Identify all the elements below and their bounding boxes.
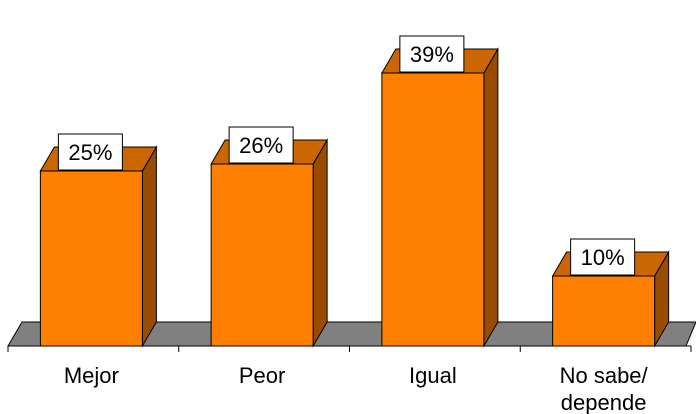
category-label: Peor xyxy=(239,363,285,388)
bar xyxy=(39,145,158,348)
bar-side-face xyxy=(312,138,328,348)
category-label-line: Mejor xyxy=(64,363,119,388)
category-labels-group: Mejor Peor Igual No sabe/depende xyxy=(64,363,649,414)
bar xyxy=(210,138,328,348)
data-label-text: 25% xyxy=(68,140,112,165)
category-label-line: Igual xyxy=(409,363,457,388)
data-label-box xyxy=(228,126,294,164)
bar-front-face xyxy=(210,163,314,347)
bar-front-face xyxy=(381,72,485,347)
category-label-line: depende xyxy=(561,390,647,414)
data-label-box xyxy=(399,35,465,73)
data-label: 25% xyxy=(57,133,123,171)
data-label: 10% xyxy=(570,238,636,276)
category-label: Igual xyxy=(409,363,457,388)
data-label-text: 39% xyxy=(410,42,454,67)
category-label-line: Peor xyxy=(239,363,285,388)
category-label-line: No sabe/ xyxy=(560,363,649,388)
data-label-text: 26% xyxy=(239,133,283,158)
data-label-text: 10% xyxy=(581,245,625,270)
bar-side-face xyxy=(483,47,499,348)
bar-front-face xyxy=(552,275,656,347)
data-label-box xyxy=(570,238,636,276)
data-label-box xyxy=(57,133,123,171)
category-label: No sabe/depende xyxy=(560,363,649,414)
bar xyxy=(381,47,499,348)
data-label: 26% xyxy=(228,126,294,164)
bar-front-face xyxy=(39,170,143,347)
bar-side-face xyxy=(141,145,157,348)
category-axis xyxy=(7,345,692,352)
category-label: Mejor xyxy=(64,363,119,388)
bars-group xyxy=(39,47,670,348)
data-labels-group: 25% 26% 39% 10% xyxy=(57,35,636,276)
data-label: 39% xyxy=(399,35,465,73)
